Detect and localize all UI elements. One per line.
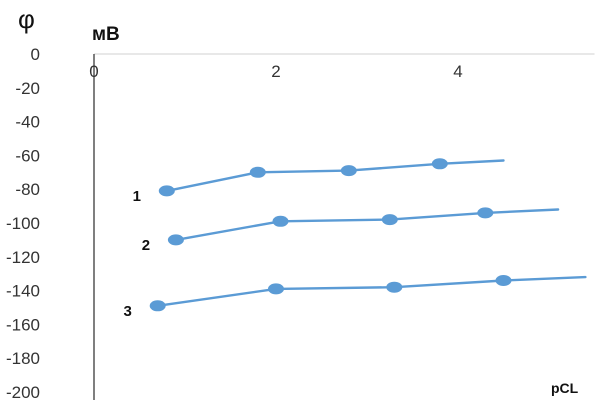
data-point: [495, 275, 512, 286]
y-tick-label: -80: [15, 180, 40, 199]
data-point: [149, 300, 166, 312]
data-point: [386, 281, 403, 293]
y-tick-label: -200: [6, 383, 40, 402]
data-point: [249, 166, 266, 178]
data-point: [268, 283, 284, 295]
x-axis-label: pCL: [551, 380, 579, 396]
y-tick-label: -140: [6, 282, 40, 301]
series-layer: 1 2 3: [124, 158, 587, 320]
y-tick-label: -100: [6, 214, 40, 233]
y-tick-label: 0: [31, 45, 40, 64]
y-axis-symbol: φ: [18, 4, 35, 34]
x-tick-label: 0: [89, 62, 98, 81]
series-line: [174, 208, 560, 242]
data-point: [431, 158, 448, 170]
y-tick-labels: 0 -20 -40 -60 -80 -100 -120 -140 -160 -180 -200: [6, 45, 40, 402]
y-tick-label: -160: [6, 315, 40, 334]
data-point: [340, 165, 357, 177]
series-line: [156, 275, 587, 307]
y-tick-label: -60: [15, 146, 40, 165]
data-point: [158, 185, 175, 197]
data-point: [381, 214, 398, 226]
data-point: [167, 234, 184, 246]
series-label: 2: [142, 237, 150, 254]
x-tick-labels: 0 2 4: [89, 62, 462, 81]
x-tick-label: 2: [271, 62, 280, 81]
y-tick-label: -120: [6, 248, 40, 267]
series-label: 3: [124, 303, 132, 320]
y-tick-label: -180: [6, 349, 40, 368]
y-tick-label: -40: [15, 113, 40, 132]
data-point: [272, 215, 289, 227]
y-tick-label: -20: [15, 79, 40, 98]
data-point: [477, 207, 494, 219]
x-tick-label: 4: [453, 62, 462, 81]
series-label: 1: [133, 188, 141, 205]
y-axis-label: мВ: [92, 24, 120, 45]
series-line: [165, 159, 505, 193]
